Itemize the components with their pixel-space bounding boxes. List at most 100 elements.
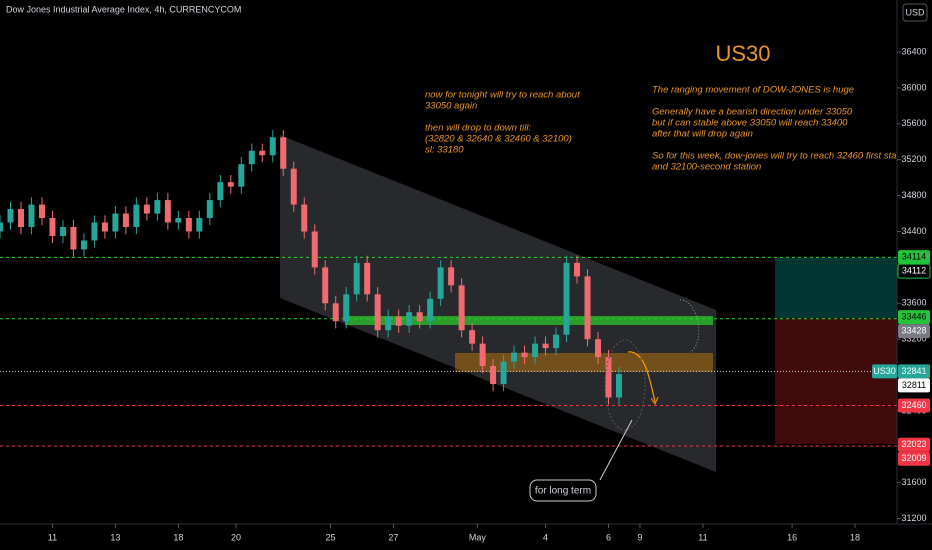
- candle-body: [269, 137, 276, 156]
- note-line: The ranging movement of DOW-JONES is hug…: [652, 85, 854, 96]
- candle-body: [353, 262, 360, 295]
- candle-body: [521, 352, 528, 358]
- candle-body: [584, 276, 591, 340]
- price-label: 34114: [902, 252, 926, 262]
- note-line: then will drop to down till:: [425, 123, 531, 134]
- price-label: 32023: [901, 439, 926, 449]
- price-label-box: [898, 364, 930, 379]
- candle-body: [479, 343, 486, 367]
- candle-body: [280, 137, 287, 169]
- candle-body: [437, 267, 444, 299]
- candle-body: [17, 209, 24, 228]
- price-label-box: [898, 437, 930, 452]
- y-tick-label: 34800: [901, 190, 926, 200]
- candle-body: [164, 200, 171, 223]
- price-label: 32460: [901, 400, 926, 410]
- candle-body: [49, 218, 56, 236]
- candle-body: [154, 200, 161, 214]
- candle-body: [0, 222, 3, 232]
- note-line: and 32100-second station: [652, 162, 761, 173]
- candle-body: [343, 294, 350, 322]
- candle-body: [70, 227, 77, 250]
- price-label: 33428: [901, 325, 926, 335]
- callout: for long term: [535, 486, 591, 497]
- callout-line: [599, 419, 633, 481]
- candle-body: [615, 374, 622, 398]
- candle-body: [59, 227, 66, 236]
- note-line: sl: 33180: [425, 145, 464, 156]
- candle-body: [605, 357, 612, 398]
- note-line: after that will drop again: [652, 129, 753, 140]
- candle-body: [574, 262, 581, 277]
- candle-body: [322, 267, 329, 304]
- candle-body: [227, 182, 234, 187]
- heading: US30: [715, 41, 770, 66]
- candle-body: [395, 316, 402, 326]
- arrow: [627, 351, 656, 403]
- candle-body: [448, 267, 455, 286]
- x-tick-label: 20: [231, 532, 241, 542]
- price-label-box: [898, 310, 930, 325]
- candle-body: [259, 150, 266, 156]
- price-label-box: [898, 324, 930, 339]
- candle-body: [290, 168, 297, 205]
- candle-body: [248, 150, 255, 165]
- candle-body: [490, 366, 497, 385]
- candle-body: [311, 231, 318, 268]
- y-tick-label: 35200: [901, 154, 926, 164]
- candle-body: [133, 204, 140, 228]
- callout-box: [529, 479, 597, 502]
- candle-body: [374, 294, 381, 331]
- y-tick-label: 33200: [901, 334, 926, 344]
- candle-body: [406, 312, 413, 326]
- candle-body: [238, 164, 245, 187]
- note-line: Generally have a bearish direction under…: [652, 107, 853, 118]
- x-tick-label: 18: [850, 532, 860, 542]
- candle-body: [469, 330, 476, 344]
- x-tick-label: 13: [110, 532, 120, 542]
- candle-body: [80, 240, 87, 250]
- plot-area: now for tonight will try to reach about3…: [0, 85, 897, 472]
- price-label-box: [897, 263, 931, 279]
- candle-body: [185, 218, 192, 232]
- x-tick-label: 6: [606, 532, 611, 542]
- x-tick-label: 27: [388, 532, 398, 542]
- x-tick-label: 11: [48, 532, 57, 542]
- y-tick-label: 31200: [901, 513, 926, 523]
- candle-body: [112, 213, 119, 232]
- candle-body: [38, 204, 45, 219]
- currency: USD: [905, 7, 925, 17]
- price-label-box: [898, 250, 930, 265]
- y-tick-label: 36400: [901, 46, 926, 56]
- candle-body: [143, 204, 150, 214]
- candle-body: [196, 218, 203, 232]
- candle-body: [532, 343, 539, 358]
- candle-body: [511, 352, 518, 362]
- candle-body: [301, 204, 308, 232]
- chart-title: Dow Jones Industrial Average Index, 4h, …: [6, 4, 241, 14]
- x-tick-label: 9: [637, 532, 642, 542]
- price-label: 32841: [901, 366, 926, 376]
- currency-button[interactable]: [902, 3, 928, 22]
- candle-body: [595, 339, 601, 358]
- y-tick-label: 31600: [901, 477, 926, 487]
- x-tick-label: 11: [698, 532, 707, 542]
- candle-body: [206, 200, 213, 219]
- price-label: 34112: [902, 266, 926, 276]
- x-tick-label: May: [469, 532, 487, 542]
- y-tick-label: 36000: [901, 82, 926, 92]
- y-tick-label: 35600: [901, 118, 926, 128]
- candle-body: [175, 218, 182, 223]
- candle-body: [385, 316, 392, 331]
- price-label-box: [898, 378, 930, 393]
- price-label: 33446: [901, 311, 926, 321]
- note-line: now for tonight will try to reach about: [425, 90, 580, 101]
- stop-zone: [775, 318, 897, 444]
- x-tick-label: 4: [543, 532, 548, 542]
- candle-body: [416, 312, 423, 322]
- x-tick-label: 25: [325, 532, 335, 542]
- symbol-label: US30: [873, 366, 896, 376]
- note-line: (32820 & 32640 & 32460 & 32100): [425, 134, 572, 145]
- target-zone: [775, 258, 897, 318]
